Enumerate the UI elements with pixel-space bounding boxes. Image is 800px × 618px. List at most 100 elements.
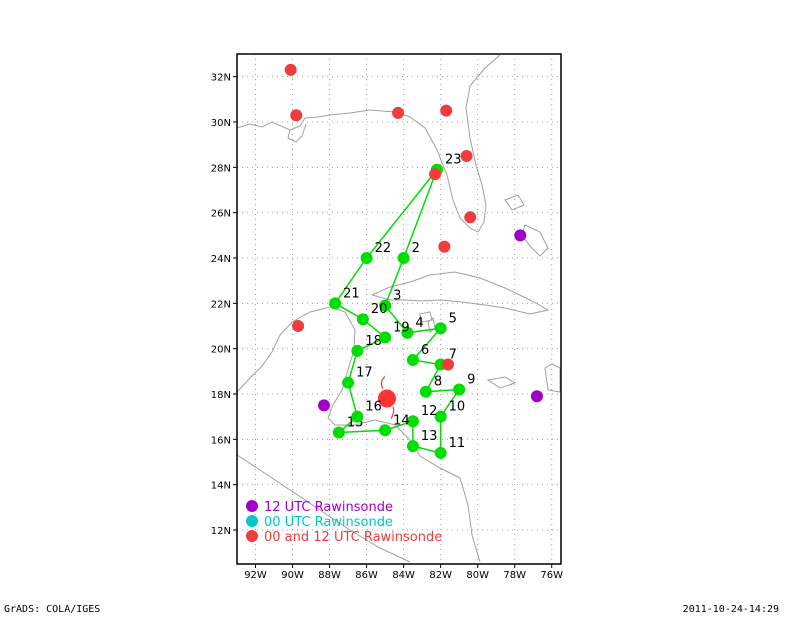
raob-12utc-station — [530, 390, 543, 403]
drop-point-9 — [453, 383, 466, 396]
lat-tick-label: 18N — [211, 390, 231, 401]
map-frame — [236, 53, 562, 565]
drop-label-5: 5 — [449, 311, 457, 326]
hispaniola-island — [544, 363, 561, 393]
drop-point-19 — [379, 331, 392, 344]
drop-point-3 — [379, 299, 392, 312]
lon-tick-label: 92W — [244, 570, 267, 581]
drop-label-19: 19 — [393, 320, 410, 335]
drop-label-11: 11 — [449, 436, 466, 451]
isla-juventud — [419, 311, 433, 323]
legend-label: 00 UTC Rawinsonde — [264, 515, 393, 530]
lat-tick-label: 24N — [211, 254, 231, 265]
drop-label-4: 4 — [415, 316, 423, 331]
drop-label-3: 3 — [393, 289, 401, 304]
central-america-south — [236, 454, 411, 563]
bahamas-islands — [521, 224, 549, 257]
drop-label-21: 21 — [343, 286, 360, 301]
cuba-island — [371, 271, 550, 315]
drop-point-4 — [401, 326, 414, 339]
raob-00-12utc-station — [290, 109, 303, 122]
drop-label-7: 7 — [449, 348, 457, 363]
drop-label-8: 8 — [434, 375, 442, 390]
lat-tick-label: 32N — [211, 73, 231, 84]
lat-tick-label: 30N — [211, 118, 231, 129]
drop-point-6 — [406, 354, 419, 366]
footer-grads-credit: GrADS: COLA/IGES — [4, 604, 101, 615]
rawinsonde-stations — [284, 63, 543, 412]
lat-tick-label: 26N — [211, 209, 231, 220]
drop-label-18: 18 — [365, 334, 382, 349]
drop-point-20 — [356, 313, 369, 326]
storm-center-marker — [377, 376, 396, 419]
raob-00-12utc-station — [392, 106, 405, 119]
raob-12utc-station — [514, 229, 527, 242]
drop-point-16 — [351, 410, 364, 423]
raob-00-12utc-station — [442, 358, 455, 371]
lat-tick-label: 12N — [211, 526, 231, 537]
raob-00-12utc-station — [429, 168, 442, 181]
raob-00-12utc-station — [292, 320, 305, 332]
drop-point-22 — [360, 252, 373, 264]
drop-label-6: 6 — [421, 343, 429, 358]
drop-label-16: 16 — [365, 400, 382, 415]
raob-00-12utc-station — [464, 211, 477, 224]
raob-00-12utc-station — [438, 240, 451, 253]
drop-point-21 — [329, 297, 342, 310]
axis-labels: 92W 90W 88W 86W 84W 82W 80W 78W 76W 12N 14N 16N 18N 2… — [211, 73, 563, 581]
drop-point-17 — [342, 376, 355, 389]
lon-tick-label: 84W — [392, 570, 415, 581]
drop-point-15 — [332, 426, 345, 439]
drop-point-11 — [434, 446, 447, 459]
lon-tick-label: 78W — [503, 570, 526, 581]
legend-marker — [246, 500, 258, 512]
drop-label-23: 23 — [445, 153, 462, 168]
raob-00-12utc-station — [460, 150, 473, 162]
drop-point-2 — [397, 252, 410, 264]
drop-label-10: 10 — [449, 400, 466, 415]
bahamas-andros — [504, 194, 525, 211]
track-line — [334, 169, 461, 454]
drop-track-path — [334, 169, 461, 454]
drop-label-12: 12 — [421, 404, 438, 419]
drop-point-12 — [406, 415, 419, 428]
storm-spiral-arm — [390, 406, 395, 419]
yucatan-coast — [236, 306, 481, 563]
storm-spiral-arm — [380, 376, 386, 389]
raob-12utc-station — [318, 399, 331, 412]
drop-point-18 — [351, 344, 364, 357]
legend-label: 12 UTC Rawinsonde — [264, 500, 393, 515]
drop-point-13 — [406, 440, 419, 453]
coastlines — [236, 54, 561, 563]
legend-marker — [246, 515, 258, 527]
drop-label-14: 14 — [393, 413, 410, 428]
gulf-coast-line — [236, 54, 501, 233]
raob-00-12utc-station — [284, 63, 297, 76]
drop-label-13: 13 — [421, 429, 438, 444]
lon-tick-label: 80W — [466, 570, 489, 581]
drop-point-8 — [419, 385, 432, 398]
drop-label-9: 9 — [467, 372, 475, 387]
jamaica-island — [486, 376, 517, 389]
drop-label-2: 2 — [412, 241, 420, 256]
lon-tick-label: 90W — [281, 570, 304, 581]
lat-tick-label: 14N — [211, 481, 231, 492]
drop-label-20: 20 — [371, 302, 388, 317]
lat-tick-label: 16N — [211, 435, 231, 446]
lon-tick-label: 76W — [540, 570, 563, 581]
lon-tick-label: 82W — [429, 570, 452, 581]
grid-lines — [237, 54, 561, 564]
legend-marker — [246, 530, 258, 542]
storm-center-dot — [377, 389, 396, 408]
footer-timestamp: 2011-10-24-14:29 — [682, 604, 779, 615]
drop-label-17: 17 — [356, 366, 373, 381]
drop-point-10 — [434, 410, 447, 423]
lat-tick-label: 28N — [211, 163, 231, 174]
drop-label-22: 22 — [375, 241, 392, 256]
raob-00-12utc-station — [440, 104, 453, 117]
lon-tick-label: 88W — [318, 570, 341, 581]
lat-tick-label: 22N — [211, 299, 231, 310]
